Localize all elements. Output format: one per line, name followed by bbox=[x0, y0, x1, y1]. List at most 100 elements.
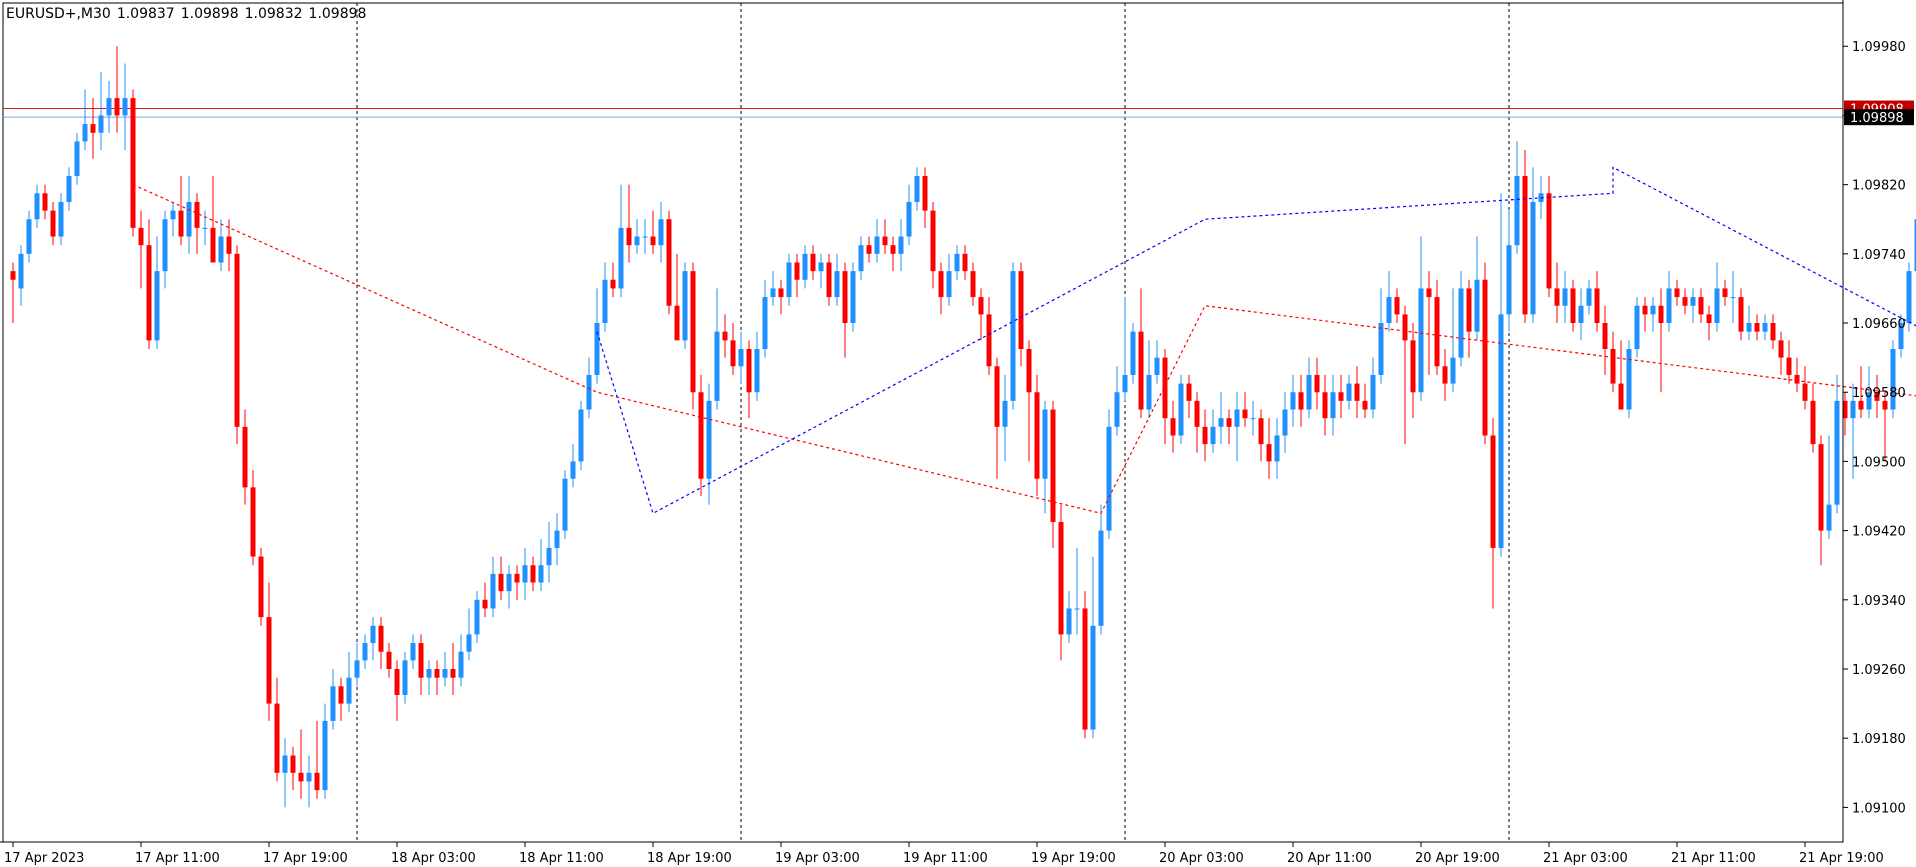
candle-body bbox=[1010, 271, 1016, 401]
candle-body bbox=[1786, 357, 1792, 375]
candle-body bbox=[930, 210, 936, 272]
candle-body bbox=[1562, 288, 1568, 306]
candle-body bbox=[106, 98, 112, 116]
candle-body bbox=[978, 297, 984, 315]
candle-body bbox=[322, 720, 328, 791]
candle-body bbox=[906, 201, 912, 237]
candle-body bbox=[1874, 392, 1880, 401]
candle-body bbox=[970, 271, 976, 298]
candle-body bbox=[378, 625, 384, 652]
candle-body bbox=[1794, 374, 1800, 384]
y-tick-label: 1.09500 bbox=[1852, 455, 1906, 470]
candle-body bbox=[1018, 271, 1024, 349]
candle-body bbox=[554, 530, 560, 548]
candle-body bbox=[1210, 426, 1216, 445]
candle-body bbox=[1658, 305, 1664, 324]
y-tick-label: 1.09740 bbox=[1852, 248, 1906, 263]
candle-body bbox=[1410, 340, 1416, 393]
candle-body bbox=[1858, 400, 1864, 410]
candle-body bbox=[1690, 297, 1696, 306]
candle-body bbox=[826, 262, 832, 298]
candle-body bbox=[682, 271, 688, 341]
zigzag-blue-line bbox=[596, 166, 1916, 515]
candle-body bbox=[1218, 418, 1224, 427]
candle-body bbox=[1034, 392, 1040, 479]
candle-body bbox=[18, 253, 24, 289]
candle-body bbox=[1546, 193, 1552, 289]
candle-body bbox=[1026, 348, 1032, 393]
candle-body bbox=[666, 219, 672, 306]
candle-body bbox=[290, 755, 296, 773]
x-tick-label: 17 Apr 19:00 bbox=[263, 851, 348, 866]
candle-body bbox=[50, 210, 56, 237]
candle-body bbox=[602, 279, 608, 324]
candle-body bbox=[146, 245, 152, 341]
candle-body bbox=[298, 772, 304, 782]
candle-body bbox=[1338, 392, 1344, 401]
candle-body bbox=[1194, 400, 1200, 427]
candle-body bbox=[546, 547, 552, 566]
candle-body bbox=[786, 262, 792, 298]
candle-body bbox=[1138, 331, 1144, 410]
candle-body bbox=[1762, 323, 1768, 332]
candle-body bbox=[402, 660, 408, 695]
candle-body bbox=[1730, 297, 1736, 299]
candle-body bbox=[98, 115, 104, 133]
x-tick-label: 18 Apr 19:00 bbox=[647, 851, 732, 866]
candle-body bbox=[866, 245, 872, 254]
candle-body bbox=[1650, 305, 1656, 315]
candle-body bbox=[1842, 400, 1848, 419]
candle-body bbox=[1066, 608, 1072, 635]
candle-body bbox=[1882, 400, 1888, 410]
candle-body bbox=[1362, 400, 1368, 410]
x-tick-label: 20 Apr 03:00 bbox=[1159, 851, 1244, 866]
candle-body bbox=[810, 253, 816, 272]
candle-body bbox=[42, 193, 48, 211]
candle-body bbox=[626, 227, 632, 246]
ohlc-low: 1.09832 bbox=[244, 6, 303, 22]
candle-body bbox=[1426, 288, 1432, 298]
candle-body bbox=[698, 392, 704, 479]
candle-body bbox=[1634, 305, 1640, 349]
x-tick-label: 19 Apr 03:00 bbox=[775, 851, 860, 866]
candle-body bbox=[1234, 409, 1240, 427]
candle-body bbox=[922, 175, 928, 211]
candle-body bbox=[1002, 400, 1008, 427]
candle-body bbox=[1530, 201, 1536, 315]
candle-body bbox=[794, 262, 800, 280]
candle-body bbox=[514, 573, 520, 583]
candle-body bbox=[386, 651, 392, 670]
candle-body bbox=[410, 643, 416, 661]
candle-body bbox=[1898, 323, 1904, 349]
candle-body bbox=[330, 686, 336, 721]
candle-body bbox=[26, 219, 32, 254]
candle-body bbox=[226, 236, 232, 254]
candle-body bbox=[1738, 297, 1744, 332]
candle-body bbox=[618, 227, 624, 289]
current-price-tag: 1.09898 bbox=[1850, 111, 1904, 126]
candle-body bbox=[1602, 323, 1608, 349]
candle-body bbox=[642, 236, 648, 238]
candle-body bbox=[170, 210, 176, 220]
x-tick-label: 19 Apr 19:00 bbox=[1031, 851, 1116, 866]
candle-body bbox=[1722, 288, 1728, 298]
candle-body bbox=[1330, 392, 1336, 419]
candle-body bbox=[1306, 374, 1312, 410]
y-tick-label: 1.09260 bbox=[1852, 663, 1906, 678]
candle-body bbox=[1386, 297, 1392, 324]
candle-body bbox=[1778, 340, 1784, 358]
candle-body bbox=[770, 288, 776, 298]
candle-body bbox=[1682, 297, 1688, 306]
candle-body bbox=[490, 573, 496, 609]
y-tick-label: 1.09340 bbox=[1852, 594, 1906, 609]
candle-body bbox=[658, 219, 664, 246]
candle-body bbox=[130, 98, 136, 228]
candle-body bbox=[218, 236, 224, 263]
candle-body bbox=[234, 253, 240, 427]
candle-body bbox=[210, 227, 216, 263]
candle-body bbox=[538, 565, 544, 583]
candle-body bbox=[858, 245, 864, 272]
candle-body bbox=[1506, 245, 1512, 315]
